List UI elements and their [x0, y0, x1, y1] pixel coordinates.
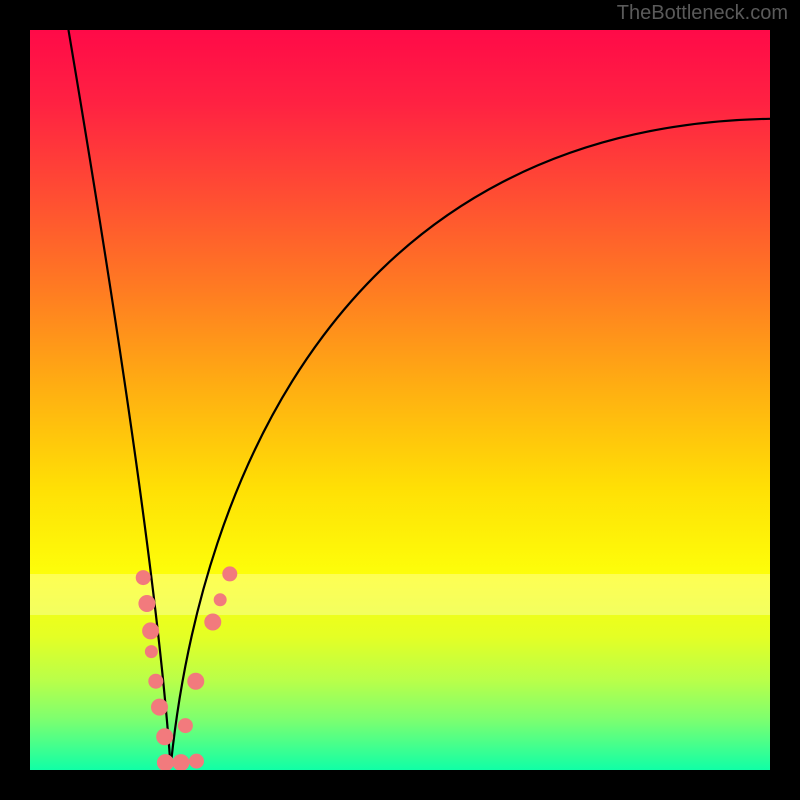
watermark-text: TheBottleneck.com — [617, 2, 788, 25]
plot-area — [30, 30, 770, 770]
background-gradient — [30, 30, 770, 770]
pale-band-overlay — [30, 574, 770, 615]
chart-root: TheBottleneck.com — [0, 0, 800, 800]
